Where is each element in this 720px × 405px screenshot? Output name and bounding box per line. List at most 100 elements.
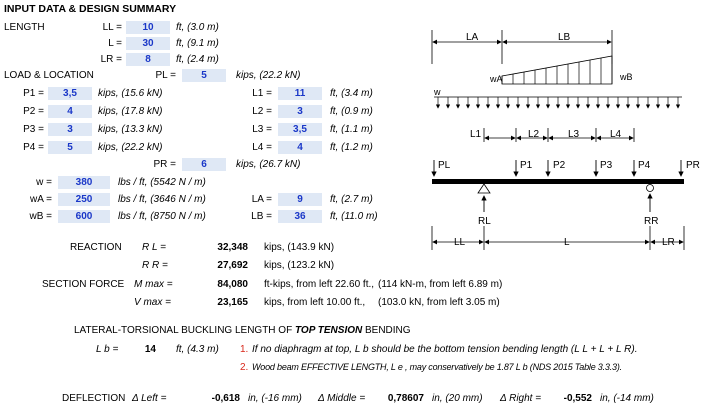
diagram-ll-label: LL [454, 237, 466, 248]
diagram-w-label: w [434, 87, 441, 97]
note2-text: Wood beam EFFECTIVE LENGTH, L e , may co… [252, 362, 622, 372]
lb-input[interactable]: 36 [278, 210, 322, 223]
p2-input[interactable]: 4 [48, 105, 92, 118]
lb-label: LB = [251, 211, 272, 222]
wb-input[interactable]: 600 [58, 210, 110, 223]
l1-unit: ft, (3.4 m) [330, 88, 373, 99]
deflection-heading: DEFLECTION [62, 393, 126, 404]
p1-input[interactable]: 3,5 [48, 87, 92, 100]
reaction-heading: REACTION [70, 242, 122, 253]
lb-len-label: L b = [96, 344, 119, 355]
l2-unit: ft, (0.9 m) [330, 106, 373, 117]
diagram-lr-label: LR [662, 237, 675, 248]
diagram-pr-label: PR [686, 160, 700, 171]
diagram-la-label: LA [466, 32, 479, 43]
l4-input[interactable]: 4 [278, 141, 322, 154]
p1-unit: kips, (15.6 kN) [98, 88, 163, 99]
defl-left-label: Δ Left = [132, 393, 167, 404]
note1-text: If no diaphragm at top, L b should be th… [252, 344, 638, 355]
p4-input[interactable]: 5 [48, 141, 92, 154]
diagram-wa-label: wA [490, 74, 503, 84]
wb-unit: lbs / ft, (8750 N / m) [118, 211, 206, 222]
l-unit: ft, (9.1 m) [176, 38, 219, 49]
pr-input[interactable]: 6 [182, 158, 226, 171]
diagram-l4-label: L4 [610, 129, 622, 140]
trapezoidal-load-arrows [501, 56, 613, 84]
left-support [477, 183, 491, 194]
diagram-l1-label: L1 [470, 129, 482, 140]
beam [432, 179, 684, 184]
diagram-p4-label: P4 [638, 160, 651, 171]
diagram-l-label: L [564, 237, 570, 248]
p3-unit: kips, (13.3 kN) [98, 124, 163, 135]
wa-unit: lbs / ft, (3646 N / m) [118, 194, 206, 205]
w-input[interactable]: 380 [58, 176, 110, 189]
l1-label: L1 = [252, 88, 272, 99]
l3-unit: ft, (1.1 m) [330, 124, 373, 135]
ll-label: LL = [102, 22, 122, 33]
p2-unit: kips, (17.8 kN) [98, 106, 163, 117]
defl-middle-unit: in, (20 mm) [432, 393, 483, 404]
rl-value: 32,348 [217, 242, 248, 253]
pr-unit: kips, (26.7 kN) [236, 159, 301, 170]
defl-left-unit: in, (-16 mm) [248, 393, 302, 404]
rl-label: R L = [142, 242, 166, 253]
p2-label: P2 = [23, 106, 44, 117]
ltb-heading-pre: LATERAL-TORSIONAL BUCKLING LENGTH OF [74, 325, 295, 336]
point-loads [431, 160, 684, 177]
lb-len-unit: ft, (4.3 m) [176, 344, 219, 355]
bottom-dimensions [431, 226, 685, 250]
vmax-label: V max = [134, 297, 171, 308]
vmax-unit: kips, from left 10.00 ft., [264, 297, 366, 308]
p1-label: P1 = [23, 88, 44, 99]
diagram-rr-label: RR [644, 216, 659, 227]
la-unit: ft, (2.7 m) [330, 194, 373, 205]
l1-input[interactable]: 11 [278, 87, 322, 100]
mmax-metric: (114 kN-m, from left 6.89 m) [378, 279, 503, 290]
page-title: INPUT DATA & DESIGN SUMMARY [4, 3, 177, 15]
l2-input[interactable]: 3 [278, 105, 322, 118]
l-input[interactable]: 30 [126, 37, 170, 50]
l-dimensions [483, 128, 635, 142]
diagram-p3-label: P3 [600, 160, 613, 171]
l2-label: L2 = [252, 106, 272, 117]
note1-number: 1. [240, 344, 249, 355]
length-heading: LENGTH [4, 22, 45, 33]
lr-label: LR = [100, 54, 122, 65]
diagram-wb-label: wB [620, 72, 633, 82]
lb-unit: ft, (11.0 m) [330, 211, 378, 222]
defl-right-value: -0,552 [563, 393, 592, 404]
load-location-heading: LOAD & LOCATION [4, 70, 94, 81]
defl-middle-value: 0,78607 [387, 393, 424, 404]
pl-input[interactable]: 5 [182, 69, 226, 82]
lr-unit: ft, (2.4 m) [176, 54, 219, 65]
l4-unit: ft, (1.2 m) [330, 142, 373, 153]
p3-label: P3 = [23, 124, 44, 135]
p4-label: P4 = [23, 142, 44, 153]
diagram-p1-label: P1 [520, 160, 533, 171]
l3-input[interactable]: 3,5 [278, 123, 322, 136]
w-unit: lbs / ft, (5542 N / m) [118, 177, 206, 188]
defl-right-unit: in, (-14 mm) [600, 393, 654, 404]
lb-len-value: 14 [144, 344, 156, 355]
wa-label: wA = [30, 194, 52, 205]
vmax-metric: (103.0 kN, from left 3.05 m) [378, 297, 500, 308]
wa-input[interactable]: 250 [58, 193, 110, 206]
mmax-value: 84,080 [217, 279, 248, 290]
lr-input[interactable]: 8 [126, 53, 170, 66]
w-label: w = [36, 177, 52, 188]
la-label: LA = [251, 194, 272, 205]
la-input[interactable]: 9 [278, 193, 322, 206]
rl-unit: kips, (143.9 kN) [264, 242, 335, 253]
defl-middle-label: Δ Middle = [318, 393, 366, 404]
section-force-heading: SECTION FORCE [42, 279, 125, 290]
vmax-value: 23,165 [217, 297, 248, 308]
rr-unit: kips, (123.2 kN) [264, 260, 335, 271]
ll-input[interactable]: 10 [126, 21, 170, 34]
diagram-l3-label: L3 [568, 129, 580, 140]
diagram-rl-label: RL [478, 216, 491, 227]
p3-input[interactable]: 3 [48, 123, 92, 136]
right-support [646, 184, 654, 192]
pr-label: PR = [153, 159, 176, 170]
